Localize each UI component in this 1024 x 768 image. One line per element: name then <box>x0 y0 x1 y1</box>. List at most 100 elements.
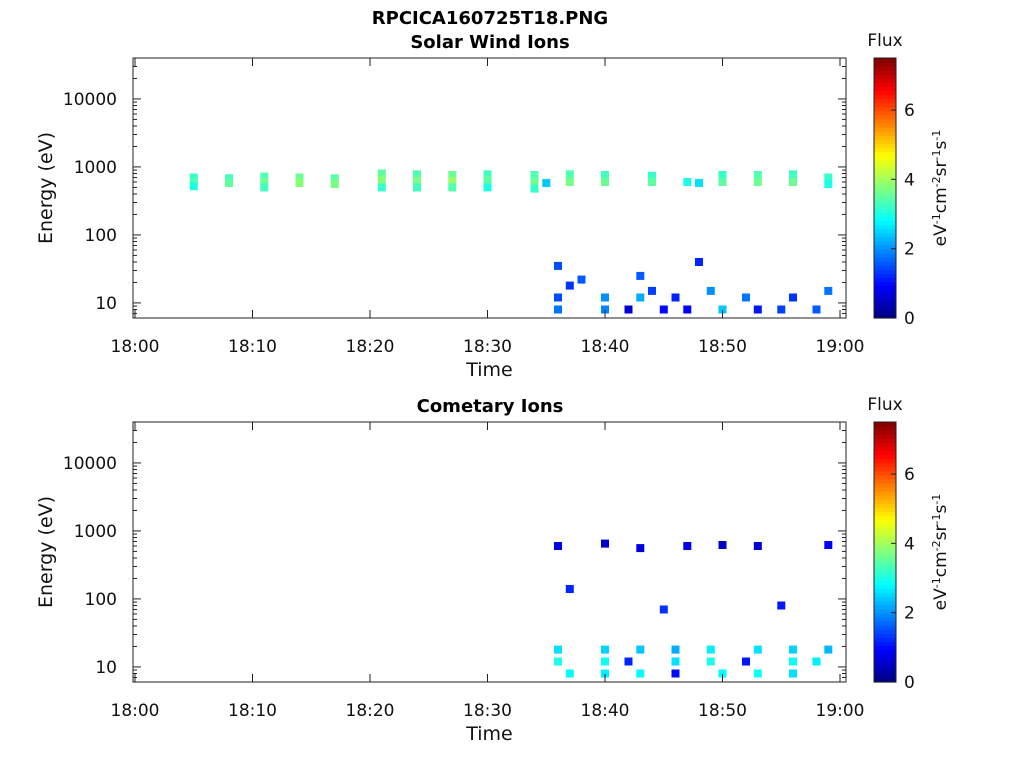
colorbar-segment <box>874 608 896 614</box>
heatmap-cell <box>624 657 633 666</box>
colorbar-segment <box>874 58 896 63</box>
panel-1-title: Solar Wind Ions <box>410 32 569 53</box>
colorbar-segment <box>874 503 896 508</box>
heatmap-cell <box>260 183 269 192</box>
heatmap-cell <box>601 171 609 179</box>
x-tick-label: 18:30 <box>463 337 512 357</box>
colorbar-segment <box>874 637 896 642</box>
heatmap-cell <box>718 305 727 314</box>
colorbar-segment <box>874 139 896 144</box>
heatmap-cell <box>753 305 762 314</box>
colorbar-segment <box>874 70 896 75</box>
y-axis-label: Energy (eV) <box>35 496 57 608</box>
colorbar-segment <box>874 673 896 679</box>
y-tick-label: 1000 <box>74 522 117 542</box>
colorbar-segment <box>874 151 896 157</box>
colorbar-segment <box>874 248 896 254</box>
heatmap-cell <box>706 657 715 666</box>
colorbar-segment <box>874 641 896 647</box>
colorbar-segment <box>874 539 896 545</box>
heatmap-cell <box>636 544 645 553</box>
heatmap-cell <box>554 657 562 666</box>
colorbar-segment <box>874 645 896 651</box>
colorbar-segment <box>874 82 896 88</box>
heatmap-cell <box>636 645 645 654</box>
heatmap-cell <box>554 261 562 270</box>
colorbar-title: Flux <box>867 31 902 51</box>
colorbar-segment <box>874 228 896 234</box>
colorbar-unit-label: eV-1cm-2sr-1s-1 <box>930 494 952 611</box>
heatmap-cell <box>824 645 833 654</box>
heatmap-cells <box>554 539 833 678</box>
heatmap-cell <box>706 286 715 295</box>
colorbar-segment <box>874 450 896 456</box>
y-tick-label: 10000 <box>63 454 117 474</box>
heatmap-cell <box>695 179 703 187</box>
colorbar-segment <box>874 297 896 303</box>
heatmap-cell <box>824 541 833 549</box>
heatmap-cell <box>636 669 645 678</box>
colorbar-segment <box>874 155 896 161</box>
heatmap-cell <box>789 645 797 654</box>
heatmap-cell <box>636 271 645 280</box>
colorbar-segment <box>874 657 896 663</box>
heatmap-cell <box>225 174 233 183</box>
colorbar-segment <box>874 289 896 295</box>
colorbar-segment <box>874 422 896 427</box>
heatmap-cell <box>413 170 421 179</box>
colorbar-segment <box>874 167 896 173</box>
colorbar-segment <box>874 179 896 185</box>
heatmap-cell <box>789 170 797 179</box>
x-tick-label: 18:10 <box>228 701 277 721</box>
heatmap-cell <box>753 645 762 654</box>
x-axis-label: Time <box>465 723 513 745</box>
heatmap-cell <box>565 170 574 179</box>
colorbar-unit-label: eV-1cm-2sr-1s-1 <box>930 130 952 247</box>
x-tick-label: 18:00 <box>111 701 160 721</box>
y-tick-label: 10000 <box>63 90 117 110</box>
colorbar: 0 2 4 6 Flux eV-1cm-2sr-1s-1 <box>867 395 951 693</box>
panel-2: 10 100 1000 10000 18:00 18:10 18:20 18:30 18:40 1… <box>35 395 951 745</box>
colorbar-segment <box>874 94 896 100</box>
heatmap-cell <box>671 657 680 666</box>
colorbar-segment <box>874 163 896 169</box>
colorbar-segment <box>874 665 896 671</box>
colorbar-segment <box>874 204 896 209</box>
colorbar-segment <box>874 547 896 553</box>
x-tick-label: 18:00 <box>111 337 160 357</box>
colorbar-segment <box>874 118 896 124</box>
colorbar-segment <box>874 511 896 517</box>
heatmap-cell <box>377 183 386 192</box>
colorbar-segment <box>874 135 896 140</box>
heatmap-cell <box>601 645 609 654</box>
colorbar-segment <box>874 236 896 242</box>
heatmap-cell <box>789 293 797 302</box>
colorbar-segment <box>874 188 896 193</box>
colorbar-segment <box>874 535 896 541</box>
heatmap-cell <box>295 179 304 187</box>
heatmap-cell <box>260 178 269 186</box>
heatmap-cell <box>530 178 539 186</box>
colorbar-segment <box>874 458 896 464</box>
colorbar-segment <box>874 625 896 630</box>
heatmap-cell <box>624 305 633 314</box>
colorbar-segment <box>874 438 896 443</box>
colorbar-segment <box>874 568 896 573</box>
colorbar-tick-label: 2 <box>904 604 915 624</box>
colorbar-segment <box>874 629 896 634</box>
colorbar-segment <box>874 301 896 307</box>
x-axis-label: Time <box>465 359 513 381</box>
colorbar-segment <box>874 478 896 484</box>
heatmap-cell <box>718 669 727 678</box>
colorbar-segment <box>874 127 896 132</box>
colorbar-segment <box>874 677 896 683</box>
colorbar-segment <box>874 224 896 230</box>
heatmap-cell <box>671 293 680 302</box>
heatmap-cell <box>542 179 551 187</box>
colorbar-segment <box>874 200 896 205</box>
heatmap-cells <box>189 169 833 314</box>
colorbar-tick-label: 0 <box>904 673 915 693</box>
heatmap-cell <box>789 657 797 666</box>
colorbar-frame <box>873 421 897 683</box>
colorbar-segment <box>874 106 896 112</box>
